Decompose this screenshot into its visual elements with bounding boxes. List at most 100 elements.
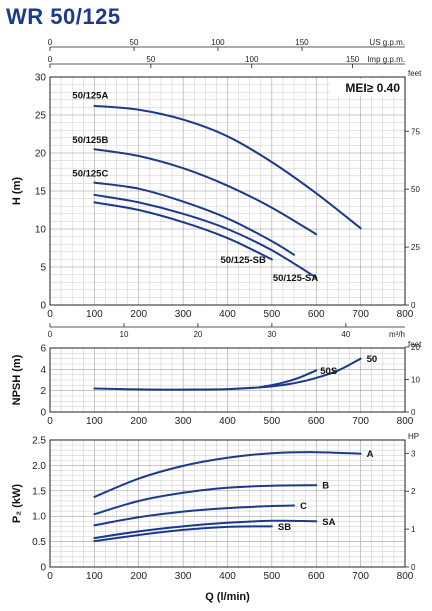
top-axis-tick-label: 100 xyxy=(211,38,225,47)
y-tick-label: 2.5 xyxy=(32,436,46,447)
x-axis-label: Q (l/min) xyxy=(205,591,250,603)
x-tick-label: 300 xyxy=(175,309,192,320)
mei-annotation: MEI≥ 0.40 xyxy=(345,81,400,95)
y-tick-label: 4 xyxy=(40,365,46,376)
x-tick-label: 300 xyxy=(175,416,192,427)
bottom-axis-tick-label: 30 xyxy=(267,330,276,339)
power-curve-B xyxy=(93,484,318,516)
x-tick-label: 0 xyxy=(47,309,53,320)
npsh-y-axis-label: NPSH (m) xyxy=(11,354,23,405)
x-tick-label: 0 xyxy=(47,416,53,427)
right-tick-label: 3 xyxy=(411,449,416,458)
npsh-frame xyxy=(49,347,406,413)
top-axis-unit: US g.p.m. xyxy=(369,38,405,47)
head-curve-50/125C xyxy=(93,181,296,256)
curve-label-SA: SA xyxy=(322,517,335,528)
top-axis-tick-label: 0 xyxy=(48,55,53,64)
x-tick-label: 700 xyxy=(352,571,369,582)
y-tick-label: 1.5 xyxy=(32,486,46,497)
y-tick-label: 30 xyxy=(35,73,47,84)
curve-label-C: C xyxy=(300,501,307,512)
right-axis-unit: feet xyxy=(408,69,422,78)
curve-label-50/125-SA: 50/125-SA xyxy=(273,273,319,284)
right-axis-unit: feet xyxy=(408,340,422,349)
head-curve-50/125A xyxy=(93,104,362,230)
top-axis-tick-label: 50 xyxy=(146,55,155,64)
curve-label-50/125-SB: 50/125-SB xyxy=(220,255,266,266)
head-curve-50/125-SA xyxy=(93,193,318,279)
right-tick-label: 25 xyxy=(411,243,420,252)
y-tick-label: 20 xyxy=(35,149,47,160)
right-tick-label: 50 xyxy=(411,185,420,194)
x-tick-label: 700 xyxy=(352,309,369,320)
y-tick-label: 2.0 xyxy=(32,461,46,472)
top-axis-tick-label: 100 xyxy=(245,55,259,64)
x-tick-label: 200 xyxy=(130,416,147,427)
y-tick-label: 6 xyxy=(40,344,46,355)
x-tick-label: 600 xyxy=(308,416,325,427)
y-tick-label: 25 xyxy=(35,111,47,122)
right-tick-label: 2 xyxy=(411,487,416,496)
top-axis-unit: Imp g.p.m. xyxy=(367,55,405,64)
head-grid xyxy=(49,76,406,306)
y-tick-label: 0.5 xyxy=(32,537,46,548)
x-tick-label: 100 xyxy=(86,309,103,320)
power-chart: 0 0.5 1.0 1.5 2.0 2.5 0 1 2 3 HP P₂ (kW) 0 100 200 300 4… xyxy=(11,432,419,603)
power-curve-C xyxy=(93,504,296,527)
x-tick-label: 800 xyxy=(397,309,414,320)
x-tick-label: 600 xyxy=(308,309,325,320)
right-axis-unit: HP xyxy=(408,432,419,441)
bottom-axis-tick-label: 0 xyxy=(48,330,53,339)
right-tick-label: 1 xyxy=(411,525,416,534)
x-tick-label: 200 xyxy=(130,571,147,582)
x-tick-label: 500 xyxy=(264,416,281,427)
top-axis-tick-label: 150 xyxy=(346,55,360,64)
head-curve-50/125B xyxy=(93,148,318,236)
curve-label-50S: 50S xyxy=(320,366,337,377)
bottom-axis-tick-label: 40 xyxy=(341,330,350,339)
y-tick-label: 0 xyxy=(40,408,46,419)
y-tick-label: 2 xyxy=(40,386,46,397)
power-y-axis-label: P₂ (kW) xyxy=(11,484,23,523)
y-tick-label: 15 xyxy=(35,187,47,198)
x-tick-label: 500 xyxy=(264,309,281,320)
right-tick-label: 0 xyxy=(411,301,416,310)
top-axis-tick-label: 150 xyxy=(295,38,309,47)
bottom-axis-tick-label: 10 xyxy=(120,330,129,339)
x-tick-label: 200 xyxy=(130,309,147,320)
curve-label-SB: SB xyxy=(278,522,291,533)
annotation-box xyxy=(330,79,403,96)
x-tick-label: 0 xyxy=(47,571,53,582)
x-tick-label: 500 xyxy=(264,571,281,582)
curve-label-50/125B: 50/125B xyxy=(72,135,108,146)
curve-label-B: B xyxy=(322,481,329,492)
x-tick-label: 300 xyxy=(175,571,192,582)
x-tick-label: 400 xyxy=(219,571,236,582)
right-tick-label: 75 xyxy=(411,127,420,136)
x-tick-label: 100 xyxy=(86,416,103,427)
head-curve-50/125-SB xyxy=(93,201,273,261)
x-tick-label: 100 xyxy=(86,571,103,582)
curve-label-50/125A: 50/125A xyxy=(72,91,108,102)
power-grid xyxy=(49,439,406,568)
x-tick-label: 600 xyxy=(308,571,325,582)
npsh-curve-50S xyxy=(257,369,318,389)
bottom-axis-tick-label: 20 xyxy=(193,330,202,339)
power-curve-SA xyxy=(93,519,318,539)
power-frame xyxy=(49,439,406,568)
x-tick-label: 700 xyxy=(352,416,369,427)
y-tick-label: 1.0 xyxy=(32,512,46,523)
y-tick-label: 5 xyxy=(40,263,46,274)
right-tick-label: 0 xyxy=(411,408,416,417)
curve-label-50: 50 xyxy=(367,354,378,365)
y-tick-label: 0 xyxy=(40,563,46,574)
right-tick-label: 10 xyxy=(411,375,420,384)
top-axis-tick-label: 50 xyxy=(130,38,139,47)
power-curve-A xyxy=(93,451,362,498)
curve-label-50/125C: 50/125C xyxy=(72,168,108,179)
right-tick-label: 20 xyxy=(411,343,420,352)
curve-label-A: A xyxy=(367,449,374,460)
x-tick-label: 800 xyxy=(397,416,414,427)
head-frame xyxy=(49,76,406,306)
